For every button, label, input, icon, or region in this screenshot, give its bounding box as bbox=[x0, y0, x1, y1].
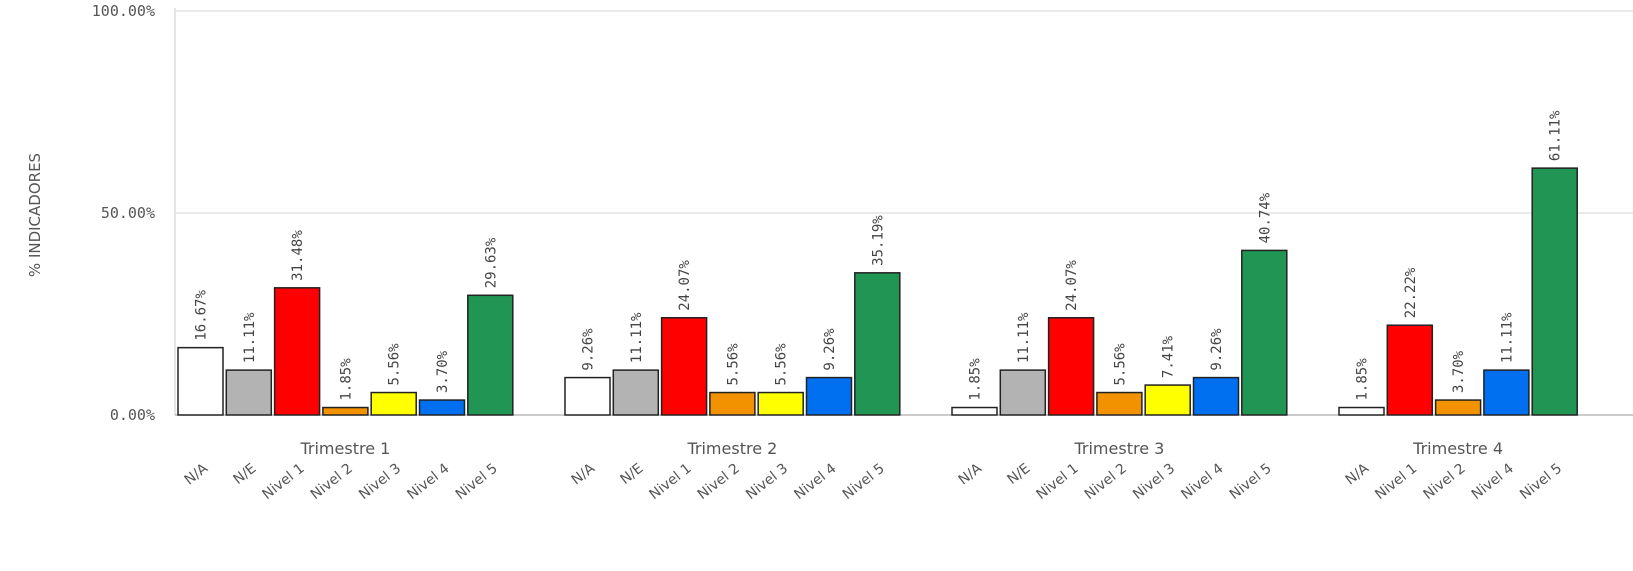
data-label: 9.26% bbox=[581, 328, 597, 371]
bar[interactable] bbox=[709, 391, 756, 416]
data-label: 24.07% bbox=[1064, 260, 1080, 311]
data-label: 40.74% bbox=[1257, 192, 1273, 243]
y-axis-label: % INDICADORES bbox=[26, 153, 44, 277]
group-label: Trimestre 4 bbox=[1412, 439, 1503, 458]
data-label: 24.07% bbox=[677, 260, 693, 311]
y-tick-label: 50.00% bbox=[101, 204, 155, 222]
category-label: Nivel 1 bbox=[259, 461, 307, 503]
bar[interactable] bbox=[418, 399, 466, 416]
bar[interactable] bbox=[564, 376, 611, 416]
bar[interactable] bbox=[757, 391, 804, 416]
bar[interactable] bbox=[370, 391, 417, 416]
category-label: Nivel 5 bbox=[840, 461, 888, 503]
data-label: 3.70% bbox=[435, 350, 451, 393]
bar[interactable] bbox=[1483, 369, 1530, 416]
data-label: 35.19% bbox=[870, 215, 886, 266]
category-label: N/A bbox=[956, 460, 986, 488]
category-label: Nivel 5 bbox=[1227, 461, 1275, 503]
data-label: 5.56% bbox=[1112, 343, 1128, 386]
bar[interactable] bbox=[273, 287, 321, 416]
group-label: Trimestre 3 bbox=[1073, 439, 1164, 458]
category-label: Nivel 2 bbox=[1420, 461, 1468, 503]
category-label: N/A bbox=[1343, 460, 1373, 488]
bar[interactable] bbox=[1241, 249, 1288, 416]
bar[interactable] bbox=[805, 376, 853, 416]
bar[interactable] bbox=[1144, 384, 1191, 416]
bar[interactable] bbox=[951, 406, 998, 416]
category-label: N/A bbox=[569, 460, 599, 488]
data-label: 11.11% bbox=[1499, 312, 1515, 363]
category-label: Nivel 2 bbox=[1082, 461, 1130, 503]
category-label: Nivel 1 bbox=[646, 461, 694, 503]
category-label: Nivel 4 bbox=[404, 460, 452, 503]
data-label: 11.11% bbox=[629, 312, 645, 363]
bar[interactable] bbox=[612, 369, 660, 416]
category-label: Nivel 1 bbox=[1372, 461, 1420, 503]
data-label: 9.26% bbox=[1209, 328, 1225, 371]
bar[interactable] bbox=[1531, 167, 1578, 416]
group-label: Trimestre 2 bbox=[686, 439, 777, 458]
category-label: N/E bbox=[1004, 461, 1033, 488]
bar[interactable] bbox=[1434, 399, 1482, 416]
bar[interactable] bbox=[660, 317, 708, 416]
y-tick-label: 0.00% bbox=[110, 406, 155, 424]
category-label: Nivel 3 bbox=[356, 461, 404, 503]
category-label: N/A bbox=[182, 460, 212, 488]
category-label: Nivel 3 bbox=[1130, 461, 1178, 503]
data-label: 11.11% bbox=[1016, 312, 1032, 363]
category-label: Nivel 4 bbox=[791, 460, 839, 503]
data-label: 3.70% bbox=[1451, 350, 1467, 393]
category-label: N/E bbox=[230, 461, 259, 488]
bar[interactable] bbox=[854, 272, 901, 416]
bar[interactable] bbox=[1096, 391, 1143, 416]
bars-layer bbox=[177, 167, 1578, 416]
category-label: Nivel 4 bbox=[1178, 460, 1226, 503]
category-label: Nivel 5 bbox=[1517, 461, 1565, 503]
category-label: Nivel 5 bbox=[453, 461, 501, 503]
y-tick-label: 100.00% bbox=[92, 2, 155, 20]
bar[interactable] bbox=[225, 369, 273, 416]
labels-layer: 0.00% 50.00% 100.00% 16.67% N/A 11.11% N/E 31.4… bbox=[92, 2, 1565, 503]
bar[interactable] bbox=[1386, 324, 1434, 416]
category-label: Nivel 2 bbox=[695, 461, 743, 503]
bar[interactable] bbox=[999, 369, 1047, 416]
bar[interactable] bbox=[1047, 317, 1095, 416]
data-label: 5.56% bbox=[725, 343, 741, 386]
data-label: 7.41% bbox=[1161, 335, 1177, 378]
data-label: 1.85% bbox=[1355, 358, 1371, 401]
bar[interactable] bbox=[177, 346, 224, 416]
data-label: 22.22% bbox=[1403, 267, 1419, 318]
category-label: Nivel 2 bbox=[308, 461, 356, 503]
data-label: 16.67% bbox=[194, 290, 210, 341]
category-label: Nivel 3 bbox=[743, 461, 791, 503]
bar[interactable] bbox=[1192, 376, 1240, 416]
data-label: 29.63% bbox=[483, 237, 499, 288]
category-label: N/E bbox=[617, 461, 646, 488]
data-label: 1.85% bbox=[968, 358, 984, 401]
data-label: 61.11% bbox=[1548, 110, 1564, 161]
group-label: Trimestre 1 bbox=[299, 439, 390, 458]
data-label: 1.85% bbox=[338, 358, 354, 401]
data-label: 31.48% bbox=[290, 230, 306, 281]
data-label: 11.11% bbox=[242, 312, 258, 363]
category-label: Nivel 4 bbox=[1469, 460, 1517, 503]
data-label: 5.56% bbox=[774, 343, 790, 386]
data-label: 9.26% bbox=[822, 328, 838, 371]
data-label: 5.56% bbox=[387, 343, 403, 386]
bar[interactable] bbox=[322, 406, 369, 416]
bar[interactable] bbox=[467, 294, 514, 416]
bar[interactable] bbox=[1338, 406, 1385, 416]
category-label: Nivel 1 bbox=[1033, 461, 1081, 503]
